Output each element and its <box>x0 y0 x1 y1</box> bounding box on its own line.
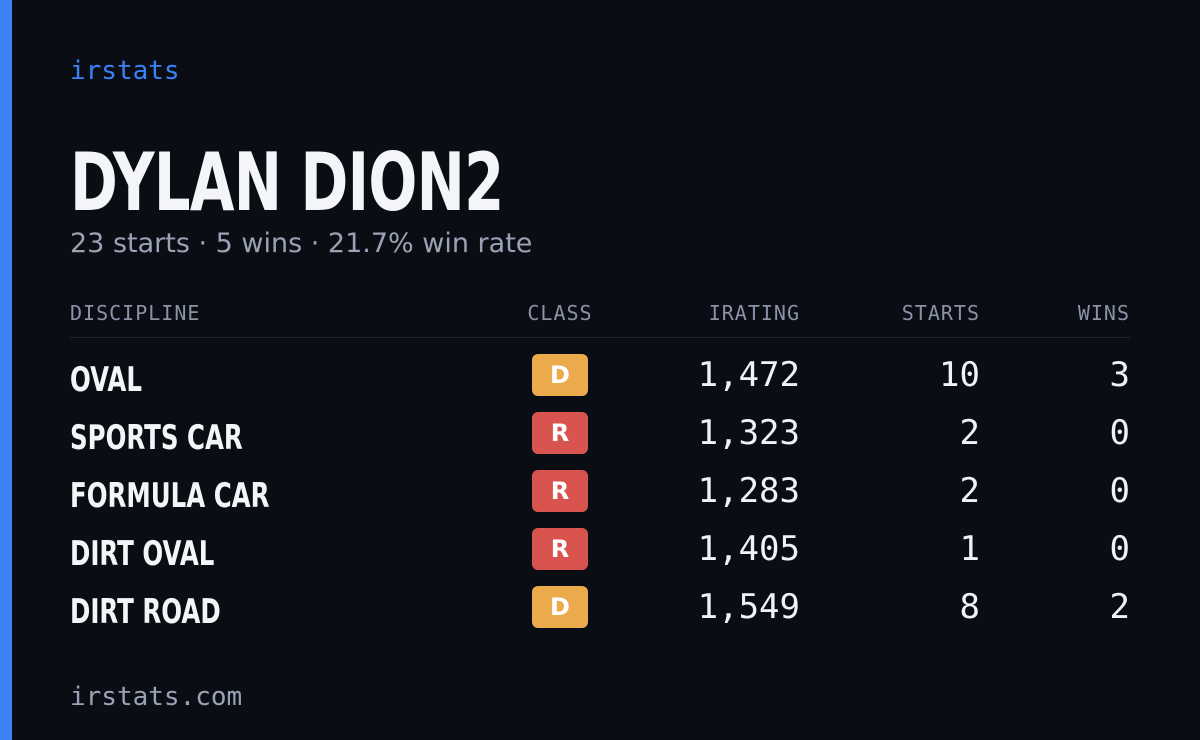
column-header: IRATING <box>708 301 800 325</box>
column-header: WINS <box>1077 301 1130 325</box>
class-badge: R <box>532 528 588 570</box>
wins-cell: 0 <box>1109 413 1130 453</box>
column-header: STARTS <box>901 301 980 325</box>
class-badge: D <box>532 354 588 396</box>
discipline-cell: DIRT OVAL <box>70 534 271 574</box>
irating-cell: 1,323 <box>697 413 800 453</box>
class-badge: D <box>532 586 588 628</box>
discipline-cell: OVAL <box>70 360 170 400</box>
wins-cell: 2 <box>1109 587 1130 627</box>
wins-cell: 3 <box>1109 355 1130 395</box>
column-header: CLASS <box>527 301 593 325</box>
starts-cell: 10 <box>939 355 980 395</box>
discipline: FORMULA CAR <box>70 476 270 516</box>
discipline: OVAL <box>70 360 142 400</box>
accent-bar <box>0 0 12 740</box>
player-name: DYLAN DION2 <box>70 136 504 229</box>
starts-cell: 8 <box>959 587 980 627</box>
class-badge: R <box>532 470 588 512</box>
starts-cell: 2 <box>959 471 980 511</box>
discipline-cell: FORMULA CAR <box>70 476 347 516</box>
irating-cell: 1,549 <box>697 587 800 627</box>
starts-cell: 1 <box>959 529 980 569</box>
footer: irstats.com <box>70 682 243 712</box>
discipline: DIRT ROAD <box>70 592 221 632</box>
class-badge: R <box>532 412 588 454</box>
discipline-cell: DIRT ROAD <box>70 592 279 632</box>
player-name-box: DYLAN DION2 <box>70 136 672 229</box>
brand: irstats <box>70 56 180 86</box>
header-rule <box>70 337 1130 338</box>
irating-cell: 1,472 <box>697 355 800 395</box>
discipline: SPORTS CAR <box>70 418 243 458</box>
starts-cell: 2 <box>959 413 980 453</box>
wins-cell: 0 <box>1109 529 1130 569</box>
irating-cell: 1,405 <box>697 529 800 569</box>
player-summary: 23 starts · 5 wins · 21.7% win rate <box>70 228 533 259</box>
column-header: DISCIPLINE <box>70 301 201 325</box>
irating-cell: 1,283 <box>697 471 800 511</box>
wins-cell: 0 <box>1109 471 1130 511</box>
discipline: DIRT OVAL <box>70 534 215 574</box>
discipline-cell: SPORTS CAR <box>70 418 310 458</box>
